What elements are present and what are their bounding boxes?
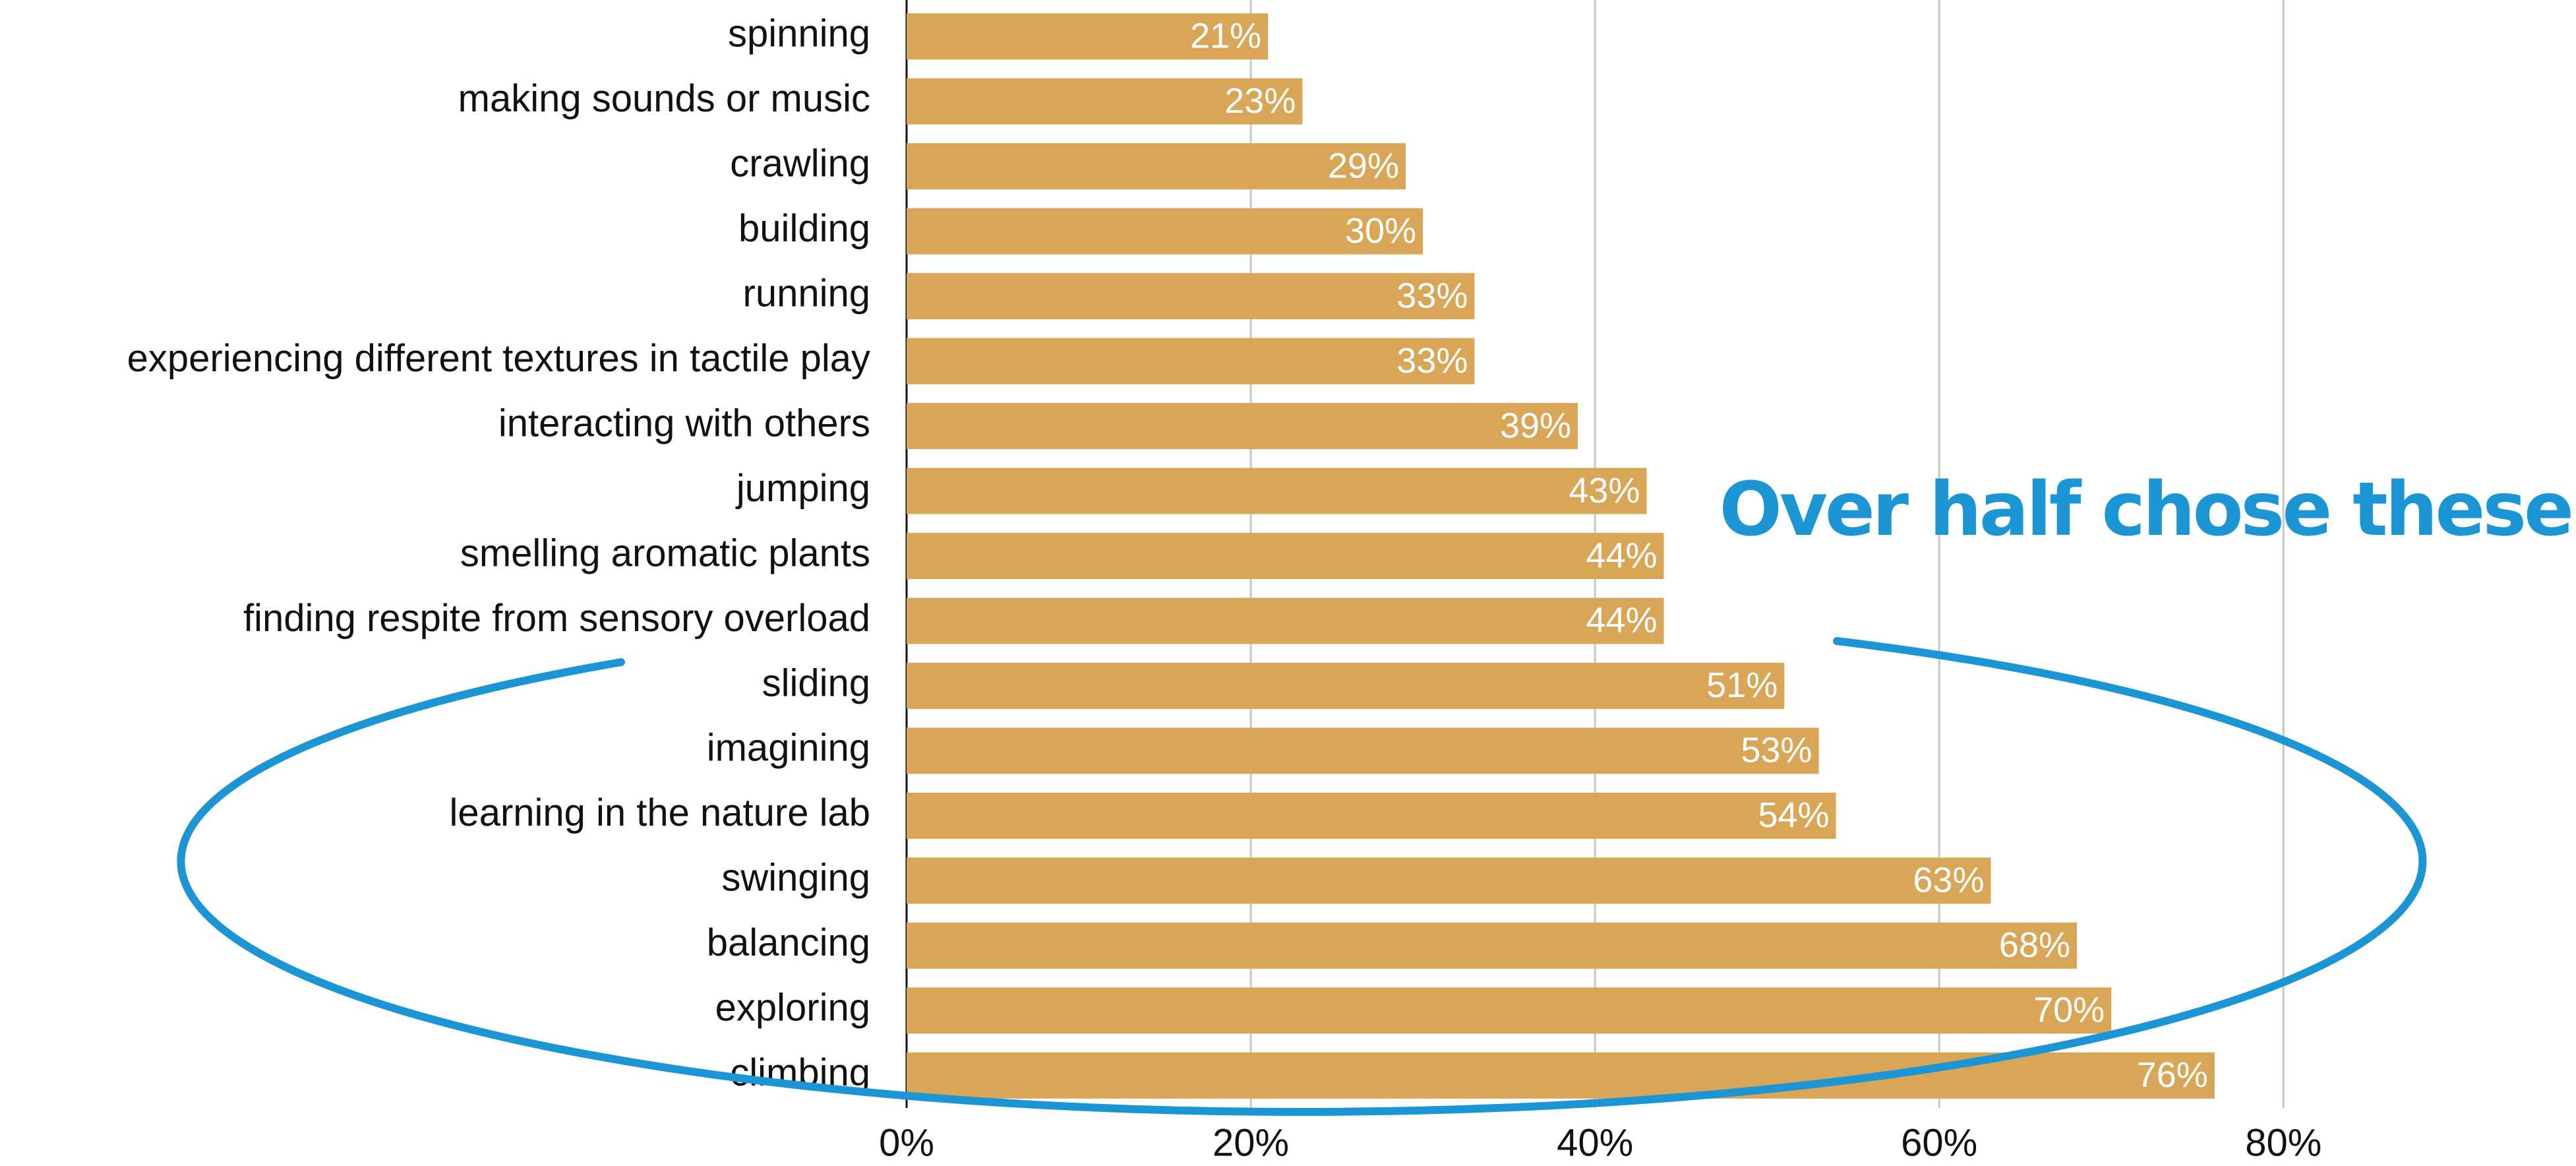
bar (907, 922, 2078, 969)
bar (907, 338, 1475, 384)
x-tick-label: 60% (1901, 1121, 1977, 1164)
value-label: 70% (2033, 991, 2105, 1030)
value-label: 29% (1328, 146, 1399, 185)
value-label: 39% (1500, 406, 1571, 445)
bar (907, 792, 1836, 839)
x-tick-label: 40% (1557, 1121, 1633, 1164)
value-label: 76% (2137, 1055, 2208, 1095)
category-label: sliding (762, 661, 870, 704)
category-label: swinging (721, 857, 870, 900)
bar (907, 662, 1785, 709)
value-label: 63% (1913, 861, 1984, 900)
bar (907, 987, 2112, 1034)
category-label: crawling (730, 142, 870, 185)
bar (907, 598, 1664, 644)
value-label: 51% (1706, 665, 1778, 705)
category-label: jumping (735, 467, 870, 510)
category-label: smelling aromatic plants (460, 532, 870, 574)
bar (907, 727, 1819, 774)
category-label: balancing (707, 921, 870, 964)
highlight-ellipse (177, 637, 2427, 1116)
bar (907, 13, 1269, 60)
value-label: 30% (1345, 211, 1416, 251)
bar (907, 273, 1475, 320)
annotation: Over half chose these (1720, 467, 2571, 553)
category-label: finding respite from sensory overload (243, 597, 870, 640)
category-label: imagining (707, 727, 870, 770)
category-label: learning in the nature lab (450, 791, 870, 834)
bar (907, 1052, 2215, 1099)
category-label: exploring (715, 987, 870, 1029)
value-label: 21% (1190, 16, 1261, 56)
bar (907, 533, 1664, 579)
bar (907, 143, 1406, 190)
x-tick-label: 80% (2245, 1121, 2321, 1164)
category-label: experiencing different textures in tacti… (127, 337, 870, 380)
value-label: 44% (1586, 601, 1657, 640)
category-label: running (743, 272, 870, 315)
value-label: 23% (1224, 81, 1296, 121)
category-label: spinning (728, 13, 870, 55)
value-label: 68% (1999, 925, 2070, 965)
bar (907, 857, 1991, 904)
x-tick-label: 0% (879, 1121, 934, 1164)
value-label: 33% (1396, 276, 1468, 315)
value-label: 53% (1741, 731, 1812, 770)
category-label: interacting with others (498, 402, 870, 445)
value-label: 44% (1586, 536, 1657, 575)
value-label: 33% (1396, 341, 1468, 381)
bar (907, 78, 1303, 125)
category-label: building (738, 207, 870, 250)
value-label: 43% (1569, 471, 1640, 510)
category-label: making sounds or music (458, 77, 870, 120)
bar (907, 468, 1647, 514)
bar (907, 208, 1423, 255)
x-tick-label: 20% (1213, 1121, 1289, 1164)
bar (907, 403, 1578, 450)
value-label: 54% (1758, 795, 1829, 835)
